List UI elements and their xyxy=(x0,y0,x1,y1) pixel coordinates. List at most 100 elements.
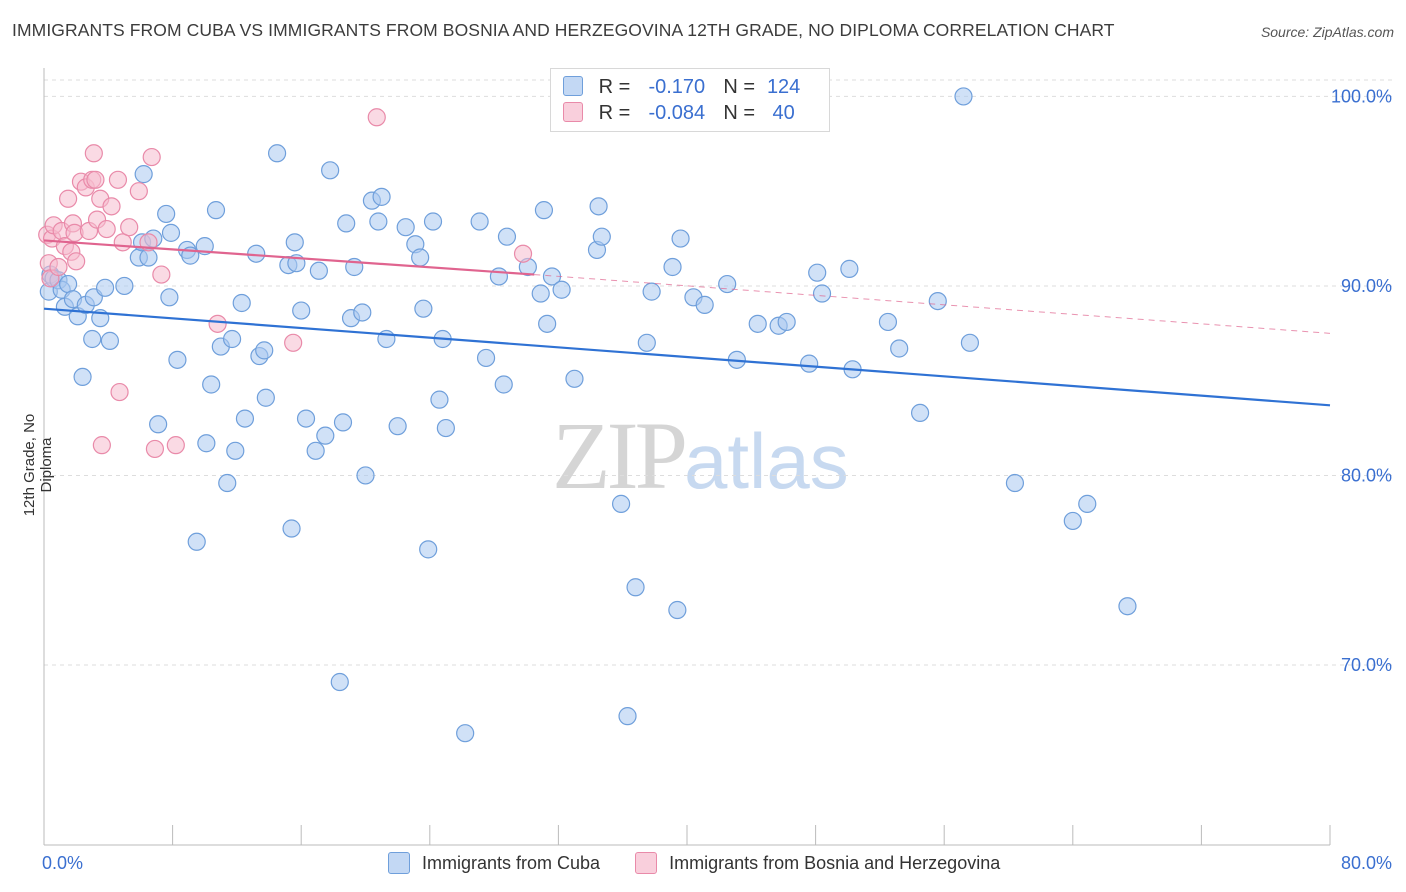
cuba-point xyxy=(95,278,115,297)
bosnia-point xyxy=(513,244,533,263)
cuba-point xyxy=(618,707,637,726)
bosnia-point xyxy=(59,189,78,208)
cuba-point xyxy=(637,333,656,352)
cuba-point xyxy=(812,284,832,303)
cuba-point xyxy=(333,413,353,432)
cuba-point xyxy=(695,295,714,314)
cuba-point xyxy=(197,434,216,453)
y-tick-label: 80.0% xyxy=(1341,465,1392,485)
cuba-point xyxy=(489,267,509,286)
cuba-point xyxy=(206,201,226,220)
bosnia-point xyxy=(49,257,68,277)
cuba-point xyxy=(718,274,737,294)
legend-row-cuba: R = -0.170 N = 124 xyxy=(563,76,807,100)
bosnia-trend-line xyxy=(43,239,535,276)
bosnia-point xyxy=(120,218,139,237)
bosnia-point xyxy=(67,252,86,271)
bosnia-swatch xyxy=(563,102,583,122)
cuba-point xyxy=(267,144,287,163)
bosnia-point xyxy=(92,436,111,455)
cuba-point xyxy=(671,229,690,248)
bosnia-point xyxy=(367,108,386,127)
cuba-point xyxy=(396,218,415,237)
cuba-point xyxy=(663,257,682,277)
cuba-point xyxy=(456,724,475,743)
bosnia-point xyxy=(113,233,132,252)
bosnia-point xyxy=(284,333,303,352)
bosnia-point xyxy=(97,219,116,239)
cuba-point xyxy=(668,600,687,620)
cuba-point xyxy=(436,418,455,438)
cuba-point xyxy=(161,223,181,242)
bosnia-legend-swatch xyxy=(635,852,658,874)
cuba-point xyxy=(202,375,221,394)
legend-row-bosnia: R = -0.084 N = 40 xyxy=(563,102,807,126)
cuba-point xyxy=(531,284,550,303)
cuba-point xyxy=(552,280,571,299)
stats-legend: R = -0.170 N = 124 R = -0.084 N = 40 xyxy=(550,68,830,132)
cuba-point xyxy=(534,201,554,220)
cuba-point xyxy=(419,540,438,559)
cuba-point xyxy=(353,303,372,322)
cuba-point xyxy=(423,212,443,231)
cuba-point xyxy=(1118,597,1137,616)
bosnia-point xyxy=(108,170,128,189)
legend-r-label: R = xyxy=(598,76,631,98)
cuba-point xyxy=(226,441,245,460)
legend-r-label: R = xyxy=(598,102,631,124)
chart-title: IMMIGRANTS FROM CUBA VS IMMIGRANTS FROM … xyxy=(12,20,1115,40)
cuba-point xyxy=(222,329,242,349)
cuba-point xyxy=(372,187,391,206)
cuba-point xyxy=(497,227,517,246)
cuba-point xyxy=(777,312,796,332)
x-tick-label-min: 0.0% xyxy=(42,853,83,873)
cuba-point xyxy=(218,473,237,493)
cuba-point xyxy=(232,293,251,313)
cuba-point xyxy=(592,227,611,246)
cuba-point xyxy=(115,276,134,296)
cuba-point xyxy=(840,259,859,278)
cuba-point xyxy=(168,350,187,369)
cuba-point xyxy=(73,367,92,387)
cuba-point xyxy=(309,261,328,280)
cuba-point xyxy=(139,248,158,267)
cuba-point xyxy=(306,441,325,460)
cuba-point xyxy=(1063,511,1082,531)
cuba-point xyxy=(187,532,206,551)
cuba-point xyxy=(414,299,433,318)
cuba-point xyxy=(369,212,388,231)
bosnia-point xyxy=(142,147,161,167)
legend-n-label: N = xyxy=(723,76,756,98)
cuba-point xyxy=(565,369,584,388)
cuba-legend-swatch xyxy=(388,852,410,874)
bosnia-point xyxy=(84,144,103,163)
legend-r-value: -0.170 xyxy=(648,76,706,98)
cuba-point xyxy=(910,403,930,423)
cuba-point xyxy=(388,417,407,436)
cuba-point xyxy=(928,292,947,311)
cuba-point xyxy=(430,390,449,409)
bosnia-point xyxy=(145,439,165,459)
cuba-point xyxy=(149,415,168,434)
cuba-point xyxy=(470,212,489,231)
cuba-point xyxy=(589,197,608,216)
source-label: Source: ZipAtlas.com xyxy=(1260,24,1394,40)
cuba-point xyxy=(83,329,102,349)
cuba-point xyxy=(1005,473,1025,493)
cuba-point xyxy=(134,165,153,184)
cuba-point xyxy=(256,388,275,407)
cuba-point xyxy=(411,248,430,267)
cuba-point xyxy=(748,314,767,333)
bosnia-point xyxy=(208,314,227,333)
cuba-point xyxy=(337,214,356,233)
bosnia-point xyxy=(102,197,121,216)
legend-item-label: Immigrants from Cuba xyxy=(422,852,601,873)
y-tick-label: 100.0% xyxy=(1331,86,1392,106)
cuba-point xyxy=(800,354,819,373)
bosnia-trend-extension xyxy=(534,274,1331,334)
cuba-point xyxy=(330,672,349,692)
cuba-point xyxy=(160,288,179,307)
legend-item-bosnia: Immigrants from Bosnia and Herzegovina xyxy=(635,852,1000,874)
x-tick-label-max: 80.0% xyxy=(1341,853,1392,873)
